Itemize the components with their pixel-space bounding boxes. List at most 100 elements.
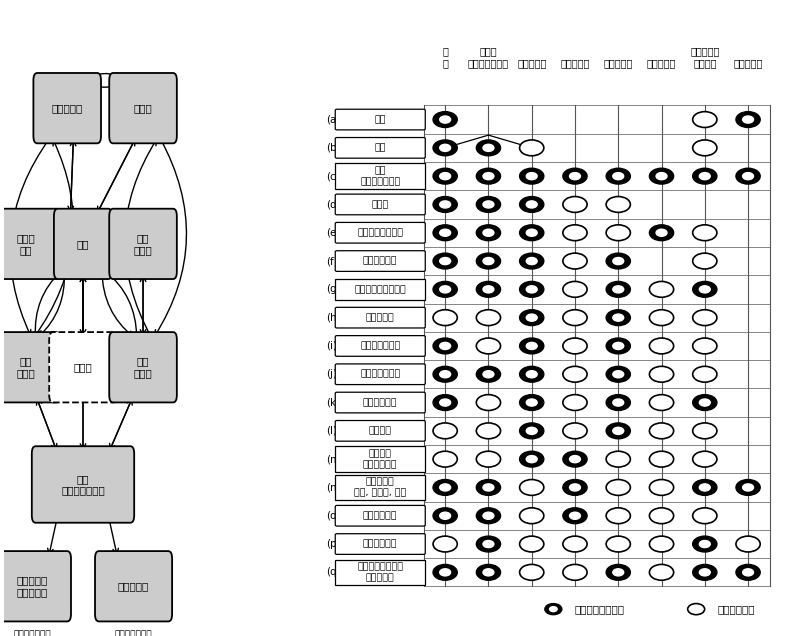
FancyBboxPatch shape: [335, 137, 426, 158]
Circle shape: [563, 423, 587, 439]
Circle shape: [476, 394, 501, 410]
Circle shape: [433, 536, 458, 552]
Text: (k): (k): [326, 398, 340, 408]
Circle shape: [519, 169, 544, 184]
Circle shape: [519, 140, 544, 156]
Circle shape: [613, 172, 624, 180]
Circle shape: [440, 116, 450, 123]
Circle shape: [433, 225, 458, 240]
FancyBboxPatch shape: [335, 534, 426, 555]
Circle shape: [476, 253, 501, 269]
Circle shape: [742, 484, 754, 491]
Circle shape: [483, 258, 494, 265]
Circle shape: [433, 508, 458, 523]
FancyBboxPatch shape: [335, 446, 426, 472]
Circle shape: [440, 258, 450, 265]
Circle shape: [526, 286, 537, 293]
Text: (m): (m): [326, 454, 344, 464]
Circle shape: [699, 172, 710, 180]
Circle shape: [693, 169, 717, 184]
Circle shape: [519, 394, 544, 410]
Circle shape: [693, 338, 717, 354]
Circle shape: [433, 197, 458, 212]
Circle shape: [476, 281, 501, 297]
Circle shape: [563, 253, 587, 269]
Circle shape: [699, 541, 710, 548]
Text: 臨床心理士: 臨床心理士: [647, 59, 676, 69]
Circle shape: [519, 310, 544, 326]
Text: 仮義足製作: 仮義足製作: [366, 313, 394, 322]
Circle shape: [736, 564, 760, 580]
Circle shape: [433, 451, 458, 467]
Circle shape: [519, 564, 544, 580]
Circle shape: [526, 427, 537, 434]
FancyBboxPatch shape: [32, 446, 134, 523]
Circle shape: [526, 201, 537, 208]
Circle shape: [736, 480, 760, 495]
Circle shape: [519, 338, 544, 354]
Text: (q): (q): [326, 567, 341, 577]
Circle shape: [483, 371, 494, 378]
Circle shape: [570, 172, 581, 180]
Circle shape: [613, 314, 624, 321]
Circle shape: [476, 423, 501, 439]
Circle shape: [613, 569, 624, 576]
Text: 義足製作: 義足製作: [369, 426, 392, 436]
Circle shape: [606, 536, 630, 552]
Circle shape: [483, 512, 494, 520]
Circle shape: [606, 310, 630, 326]
Circle shape: [563, 225, 587, 240]
Circle shape: [742, 569, 754, 576]
Text: (b): (b): [326, 143, 341, 153]
Circle shape: [606, 394, 630, 410]
Text: （身障福祉法）: （身障福祉法）: [14, 631, 51, 636]
Circle shape: [613, 371, 624, 378]
Circle shape: [440, 201, 450, 208]
Circle shape: [526, 371, 537, 378]
Circle shape: [483, 172, 494, 180]
Circle shape: [606, 197, 630, 212]
Circle shape: [563, 338, 587, 354]
Text: (a): (a): [326, 114, 341, 125]
Text: 医療ケース
ワーカー: 医療ケース ワーカー: [690, 46, 719, 69]
Circle shape: [563, 310, 587, 326]
Circle shape: [550, 607, 557, 612]
Circle shape: [483, 201, 494, 208]
Circle shape: [563, 169, 587, 184]
Circle shape: [440, 172, 450, 180]
FancyBboxPatch shape: [335, 560, 426, 585]
Circle shape: [613, 427, 624, 434]
FancyBboxPatch shape: [335, 163, 426, 189]
Circle shape: [693, 281, 717, 297]
Circle shape: [483, 229, 494, 237]
FancyBboxPatch shape: [110, 332, 177, 403]
Circle shape: [693, 310, 717, 326]
Circle shape: [440, 399, 450, 406]
Circle shape: [650, 564, 674, 580]
Circle shape: [519, 253, 544, 269]
Text: 労働基準局: 労働基準局: [118, 581, 149, 591]
Circle shape: [433, 112, 458, 127]
Text: 退院後のチェック
義肢の更新: 退院後のチェック 義肢の更新: [358, 563, 403, 582]
Circle shape: [476, 197, 501, 212]
FancyBboxPatch shape: [335, 223, 426, 243]
Text: 切断者: 切断者: [74, 363, 92, 372]
Circle shape: [693, 451, 717, 467]
Circle shape: [613, 342, 624, 350]
Circle shape: [688, 604, 705, 614]
Text: 装着訓練
応用習熟訓練: 装着訓練 応用習熟訓練: [363, 450, 398, 469]
Text: 仮義足初期適合: 仮義足初期適合: [360, 342, 400, 350]
Circle shape: [433, 140, 458, 156]
Circle shape: [606, 508, 630, 523]
FancyBboxPatch shape: [0, 551, 71, 621]
FancyBboxPatch shape: [335, 392, 426, 413]
Circle shape: [440, 512, 450, 520]
Circle shape: [736, 169, 760, 184]
Text: (h): (h): [326, 313, 341, 322]
Text: (o): (o): [326, 511, 341, 521]
Circle shape: [545, 604, 562, 614]
FancyBboxPatch shape: [335, 194, 426, 215]
Circle shape: [693, 480, 717, 495]
Circle shape: [526, 455, 537, 463]
Circle shape: [650, 451, 674, 467]
